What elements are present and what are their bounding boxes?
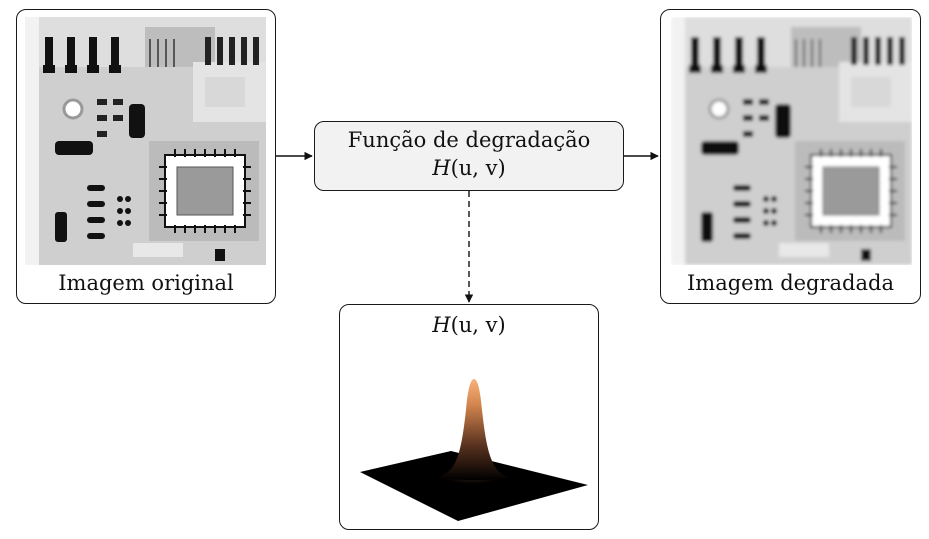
degradation-function-formula: H(u, v) — [315, 156, 623, 180]
gaussian-surface-plot — [360, 379, 588, 521]
formula-fn: H — [432, 156, 451, 180]
degradation-function-title: Função de degradação — [347, 128, 591, 152]
plot-formula-fn: H — [432, 313, 451, 337]
transfer-function-plot-box: H(u, v) — [339, 304, 599, 530]
degraded-image-box: Imagem degradada — [660, 9, 921, 304]
surface-peak — [438, 379, 510, 480]
surface-base-plane — [360, 451, 588, 521]
formula-args: (u, v) — [450, 156, 506, 180]
degraded-image-caption: Imagem degradada — [687, 271, 894, 295]
original-image-caption: Imagem original — [58, 271, 234, 295]
original-image-box: Imagem original — [16, 9, 276, 304]
plot-formula-args: (u, v) — [450, 313, 506, 337]
plot-title-formula: H(u, v) — [340, 313, 598, 337]
circuit-board-xray-image — [25, 17, 266, 265]
degradation-function-box: Função de degradação H(u, v) — [314, 121, 624, 191]
blurred-circuit-board-image — [671, 17, 912, 265]
